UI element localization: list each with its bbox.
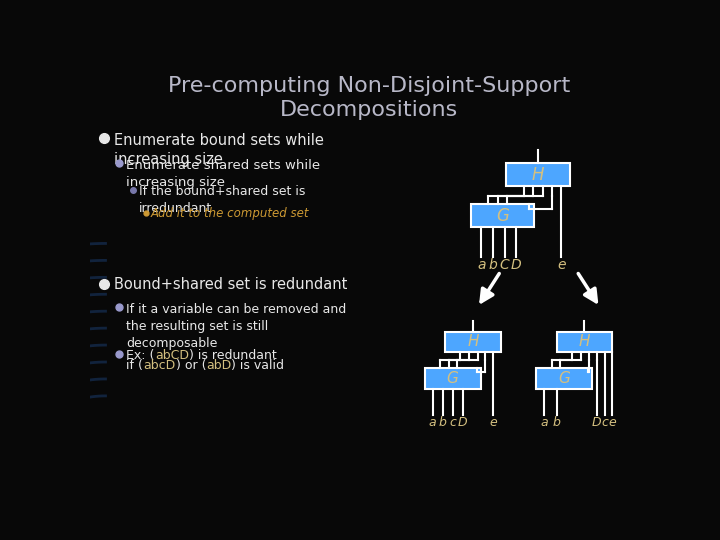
Text: e: e [557, 258, 565, 272]
Text: abcD: abcD [143, 359, 176, 372]
FancyBboxPatch shape [425, 368, 481, 389]
Text: Enumerate shared sets while
increasing size: Enumerate shared sets while increasing s… [127, 159, 320, 189]
Text: a: a [477, 258, 485, 272]
Text: H: H [531, 166, 544, 184]
Text: G: G [447, 370, 459, 386]
Text: if (: if ( [127, 359, 143, 372]
Text: Ex: (: Ex: ( [127, 349, 155, 362]
Text: G: G [496, 207, 509, 225]
FancyBboxPatch shape [506, 164, 570, 186]
Text: c: c [449, 416, 456, 429]
Text: If it a variable can be removed and
the resulting set is still
decomposable: If it a variable can be removed and the … [127, 303, 346, 350]
Text: c: c [601, 416, 608, 429]
Text: ) or (: ) or ( [176, 359, 206, 372]
Text: a: a [428, 416, 436, 429]
Text: b: b [489, 258, 498, 272]
Text: D: D [511, 258, 521, 272]
Text: H: H [467, 334, 479, 349]
FancyBboxPatch shape [445, 332, 500, 353]
Text: C: C [500, 258, 510, 272]
FancyBboxPatch shape [536, 368, 593, 389]
Text: Decompositions: Decompositions [280, 100, 458, 120]
Text: If the bound+shared set is
irredundant: If the bound+shared set is irredundant [139, 185, 305, 215]
Text: ) is redundant: ) is redundant [189, 349, 276, 362]
Text: G: G [559, 370, 570, 386]
Text: Pre-computing Non-Disjoint-Support: Pre-computing Non-Disjoint-Support [168, 76, 570, 96]
Text: H: H [579, 334, 590, 349]
Text: ) is valid: ) is valid [231, 359, 284, 372]
FancyBboxPatch shape [557, 332, 612, 353]
Text: D: D [458, 416, 467, 429]
FancyBboxPatch shape [471, 204, 534, 227]
Text: e: e [608, 416, 616, 429]
Text: abD: abD [206, 359, 231, 372]
Text: abCD: abCD [155, 349, 189, 362]
Text: b: b [553, 416, 560, 429]
Text: b: b [438, 416, 446, 429]
Text: Enumerate bound sets while
increasing size: Enumerate bound sets while increasing si… [114, 132, 324, 167]
Text: a: a [540, 416, 548, 429]
Text: Add it to the computed set: Add it to the computed set [150, 207, 309, 220]
Text: e: e [489, 416, 497, 429]
Text: D: D [592, 416, 602, 429]
Text: Bound+shared set is redundant: Bound+shared set is redundant [114, 276, 347, 292]
